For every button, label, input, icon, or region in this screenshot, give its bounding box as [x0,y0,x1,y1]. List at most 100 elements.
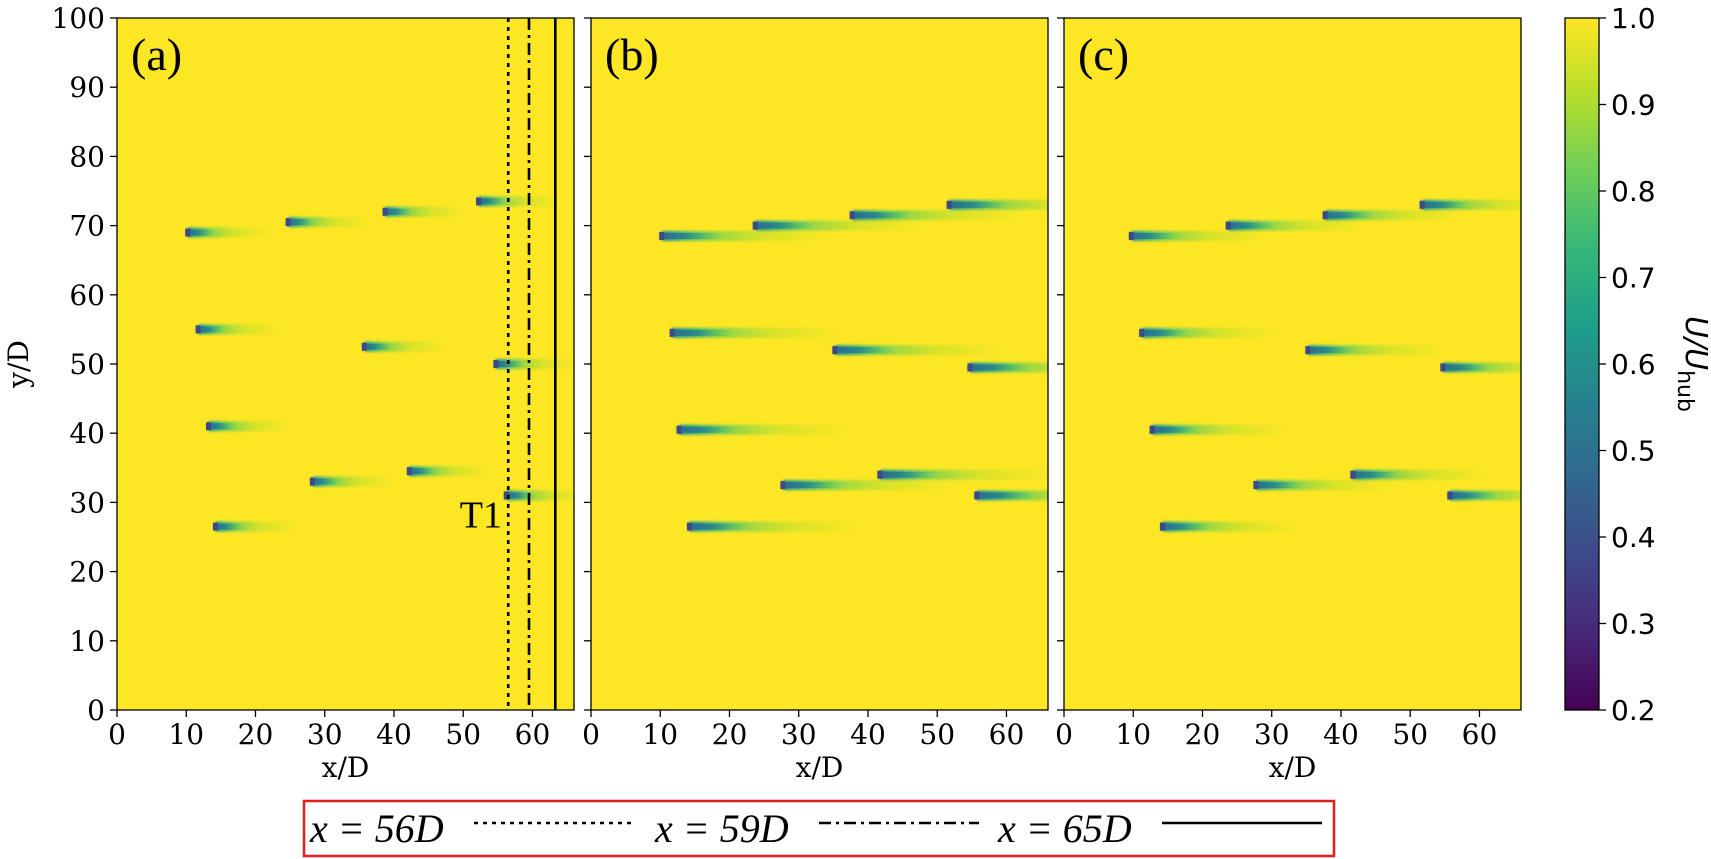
turbine-wake [946,199,1048,210]
wake-core [196,326,226,333]
turbine-wake [285,217,370,228]
turbine-wake [382,206,467,217]
y-tick-label: 0 [87,694,105,727]
wake-core [947,201,1009,208]
turbine-wake [195,324,280,335]
turbine-wake [206,421,291,432]
legend-entry: x = 65D [997,806,1322,851]
x-tick-label: 40 [1323,718,1359,751]
x-tick-label: 20 [1185,718,1221,751]
wake-core [670,329,732,336]
wake-core [1254,482,1303,489]
turbine-wake [493,359,574,369]
panel-label: (c) [1078,29,1129,80]
wake-core [362,343,392,350]
colorbar-tick-label: 0.5 [1611,435,1656,468]
turbine-wake [1149,424,1290,435]
turbine-wake [659,230,834,241]
wakes [659,199,1048,532]
turbine-rotor [659,231,665,240]
wake-core [1323,212,1373,219]
panel-label: (a) [131,29,182,80]
turbine-rotor [382,207,388,216]
turbine-wake [780,480,955,491]
turbine-rotor [1149,425,1155,434]
turbine-rotor [686,522,692,531]
turbine-wake [1447,490,1521,501]
wake-core [186,229,216,236]
wakes [1128,199,1521,532]
wake-core [878,471,939,478]
x-tick-label: 50 [1392,718,1428,751]
colorbar-label: U/Uhub [1672,316,1711,412]
legend: x = 56D x = 59D x = 65D [302,799,1336,858]
turbine-rotor [1139,328,1145,337]
colorbar-tick-label: 0.3 [1611,608,1656,641]
x-tick-label: 30 [307,718,343,751]
x-tick-label: 0 [582,718,600,751]
turbine-rotor [285,218,291,227]
turbine-rotor [1305,346,1311,355]
colorbar-tick-label: 1.0 [1611,2,1656,35]
turbine-wake [1128,230,1269,241]
turbine-rotor [669,328,675,337]
wake-core [213,523,244,530]
turbine-wake [849,210,1024,221]
turbine-wake [1139,327,1279,338]
turbine-rotor [877,470,883,479]
y-tick-label: 60 [69,279,105,312]
turbine-rotor [946,200,952,209]
turbine-rotor [1350,470,1356,479]
turbine-rotor [195,325,201,334]
legend-box [302,799,1336,858]
turbine-wake [686,521,862,532]
turbine-wake [1322,210,1463,221]
turbine-rotor [1440,363,1446,372]
wake-core [310,478,340,485]
wake-core [781,482,843,489]
x-tick-label: 0 [108,718,126,751]
y-tick-label: 50 [69,348,105,381]
panel-b: (b) 0 10 20 30 40 50 60 x/D [582,17,1049,784]
wake-core [286,219,316,226]
wake-core [407,468,437,475]
x-tick-label: 60 [1462,718,1498,751]
turbine-wake [669,327,844,338]
turbine-rotor [1128,231,1134,240]
colorbar-tick-label: 0.2 [1611,694,1656,727]
turbine-rotor [309,477,315,486]
x-tick-label: 10 [642,718,678,751]
turbine-wake [1419,199,1521,210]
turbine-rotor [974,491,980,500]
wake-core [1129,232,1179,239]
wake-core [1441,364,1490,371]
panel-a: T1 (a) 0 10 20 30 40 50 60 0 10 20 30 40 50 60 70 80 90 100… [2,2,575,784]
wake-core [1448,492,1497,499]
wake-core [660,232,721,239]
x-tick-label: 0 [1055,718,1073,751]
x-axis-label: x/D [1269,751,1317,784]
x-tick-label: 20 [712,718,748,751]
colorbar-gradient [1564,17,1600,711]
legend-entry: x = 59D [654,806,979,851]
turbine-wake [1440,362,1521,373]
wake-core [753,222,815,229]
turbine-wake [309,476,394,487]
legend-label: x = 59D [654,806,789,851]
turbine-rotor [493,360,499,368]
legend-label: x = 56D [309,806,444,851]
turbine-wake [361,341,446,352]
wake-core [1160,523,1210,530]
wake-core [975,492,1036,499]
colorbar-tick-label: 0.6 [1611,348,1656,381]
turbine-rotor [1225,221,1231,230]
turbine-rotor [752,221,758,230]
x-tick-label: 50 [445,718,481,751]
x-tick-label: 30 [781,718,817,751]
legend-label: x = 65D [997,806,1132,851]
turbine-wake [832,345,1007,356]
turbine-wake [974,490,1048,501]
turbine-rotor [832,346,838,355]
x-tick-label: 40 [376,718,412,751]
wake-core [477,198,507,205]
